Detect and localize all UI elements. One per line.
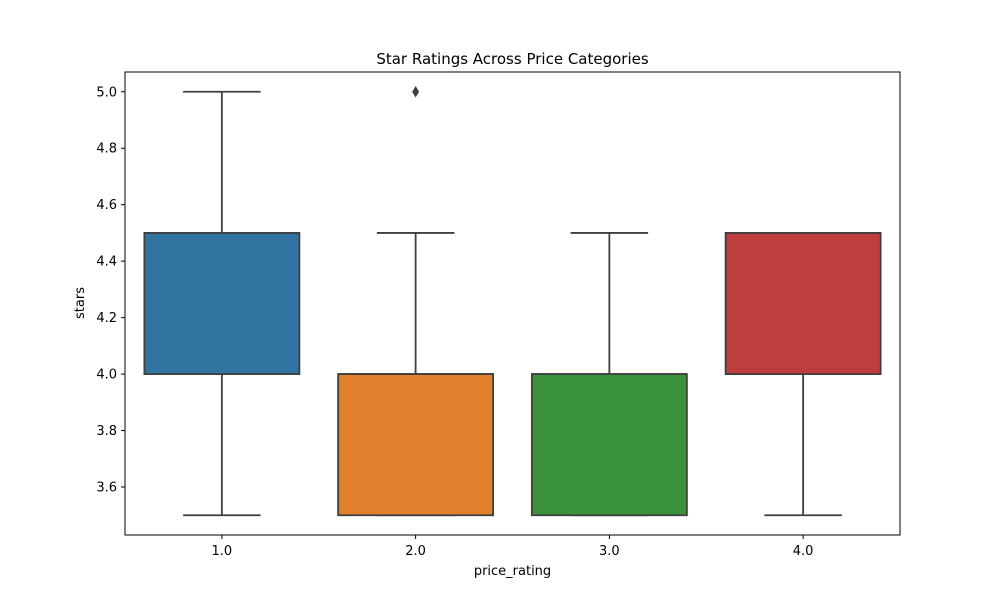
x-axis-label: price_rating <box>474 564 551 579</box>
box-2.0 <box>337 373 495 517</box>
box-3.0 <box>530 373 688 517</box>
y-tick-label: 4.8 <box>96 142 117 157</box>
y-axis-label: stars <box>73 287 88 319</box>
x-tick-label: 3.0 <box>599 544 620 559</box>
chart-title: Star Ratings Across Price Categories <box>376 50 649 68</box>
plot-frame <box>124 71 901 536</box>
x-tick-label: 2.0 <box>405 544 426 559</box>
outlier-point <box>412 85 420 98</box>
box-4.0 <box>724 232 882 375</box>
y-tick-label: 4.4 <box>96 255 117 270</box>
x-tick-label: 4.0 <box>793 544 814 559</box>
x-tick-label: 1.0 <box>212 544 233 559</box>
y-tick-label: 3.6 <box>96 481 117 496</box>
y-tick-label: 4.0 <box>96 368 117 383</box>
y-tick-label: 4.6 <box>96 198 117 213</box>
y-tick-label: 4.2 <box>96 311 117 326</box>
box-1.0 <box>143 232 301 375</box>
y-tick-label: 3.8 <box>96 424 117 439</box>
y-tick-label: 5.0 <box>96 85 117 100</box>
plot-layer: 3.6 3.8 4.0 4.2 4.4 4.6 4.8 5.0 1.0 2.0 3.0 4.0 <box>96 85 882 559</box>
